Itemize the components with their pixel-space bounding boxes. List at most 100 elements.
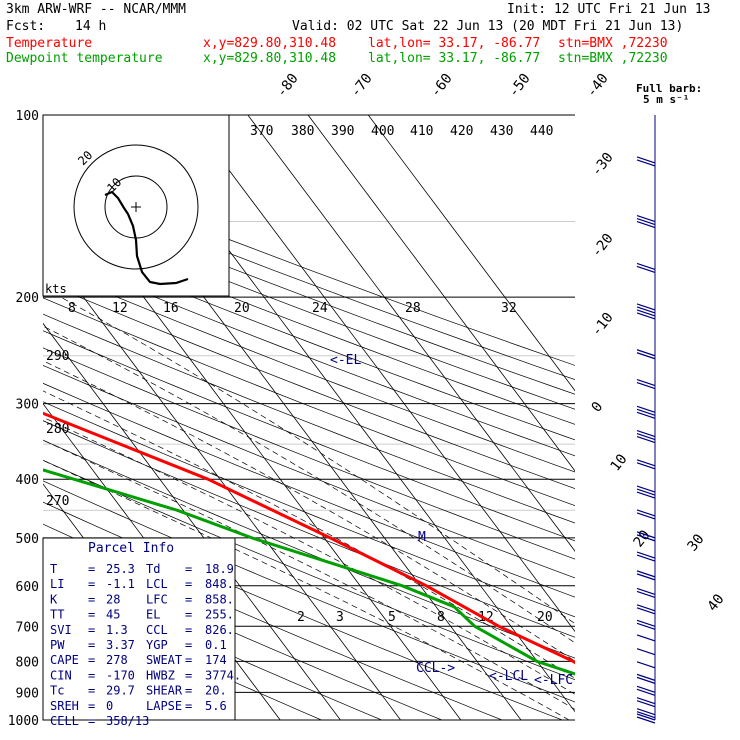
parcel-info-cell: HWBZ <box>146 668 175 682</box>
dry-adiabat <box>43 365 575 579</box>
parcel-info-cell: CCL <box>146 623 168 637</box>
parcel-info-cell: = <box>88 592 95 606</box>
model-title: 3km ARW-WRF -- NCAR/MMM <box>6 2 187 17</box>
isotherm-label: -30 <box>589 150 617 180</box>
parcel-info-cell: 20. <box>205 684 227 698</box>
wind-barb <box>636 531 656 539</box>
parcel-info-cell: = <box>88 608 95 622</box>
wind-barb <box>636 648 656 656</box>
hodograph-axis-label: 12 <box>112 301 128 316</box>
pressure-label: 800 <box>16 655 39 670</box>
isotherm-label: -80 <box>274 71 302 101</box>
dry-adiabat <box>43 569 382 720</box>
pressure-label: 900 <box>16 686 39 701</box>
parcel-info-cell: SVI <box>50 623 72 637</box>
theta-label: 420 <box>450 124 473 139</box>
pressure-label: 200 <box>16 291 39 306</box>
parcel-info-cell: 28 <box>106 592 120 606</box>
parcel-info-cell: = <box>185 668 192 682</box>
parcel-info-cell: = <box>185 684 192 698</box>
dry-adiabat <box>43 313 575 524</box>
wind-barb <box>636 214 656 223</box>
parcel-info-cell: 858. <box>205 592 234 606</box>
isotherm-line <box>43 322 341 720</box>
pressure-label: 600 <box>16 580 39 595</box>
temperature-location: x,y=829.80,310.48 <box>203 36 337 51</box>
parcel-info-cell: = <box>88 653 95 667</box>
parcel-info-cell: LI <box>50 577 64 591</box>
dry-adiabat <box>43 401 575 618</box>
wind-barb <box>636 491 656 499</box>
theta-label-left: 290 <box>46 349 69 364</box>
wind-barb <box>636 551 656 559</box>
hodograph-axis-label: 28 <box>405 301 421 316</box>
wind-barb <box>636 265 656 274</box>
parcel-info-cell: -170 <box>106 668 135 682</box>
moist-adiabat <box>43 416 575 695</box>
parcel-info-cell: = <box>185 699 192 713</box>
hodograph-axis-label: 24 <box>312 301 328 316</box>
wind-barb <box>636 411 656 419</box>
wind-barb <box>636 303 656 311</box>
theta-label: 410 <box>410 124 433 139</box>
parcel-info-cell: = <box>88 577 95 591</box>
wind-barb <box>636 534 656 542</box>
dry-adiabat <box>43 459 575 681</box>
wind-barb <box>636 352 656 360</box>
isotherm-label: 40 <box>705 591 728 614</box>
parcel-info-cell: = <box>185 608 192 622</box>
mixing-ratio-label: 3 <box>336 610 344 625</box>
parcel-info-cell: SREH <box>50 699 79 713</box>
parcel-info-cell: SWEAT <box>146 653 182 667</box>
parcel-info-box: Parcel Info T = 25.3 Td = 18.9 LI = -1.1 LCL = 848.… <box>42 537 241 728</box>
parcel-info-cell: = <box>185 592 192 606</box>
parcel-info-cell: Td <box>146 562 160 576</box>
wind-barb <box>636 408 656 416</box>
theta-label: 390 <box>331 124 354 139</box>
parcel-info-cell: 45 <box>106 608 120 622</box>
parcel-info-cell: TT <box>50 608 64 622</box>
temperature-latlon: lat,lon= 33.17, -86.77 <box>368 36 541 51</box>
parcel-info-cell: = <box>88 668 95 682</box>
parcel-info-cell: 278 <box>106 653 128 667</box>
ccl-annotation: CCL-> <box>416 661 455 676</box>
wind-barb <box>636 159 656 167</box>
pressure-label: 700 <box>16 620 39 635</box>
pressure-label: 400 <box>16 473 39 488</box>
isotherm-line <box>307 115 575 472</box>
parcel-info-cell: = <box>88 684 95 698</box>
parcel-info-cell: 848. <box>205 577 234 591</box>
mixing-ratio-label: 5 <box>388 610 396 625</box>
pressure-label: 300 <box>16 398 39 413</box>
parcel-info-cell: LFC <box>146 592 168 606</box>
temperature-station: stn=BMX ,72230 <box>558 36 668 51</box>
isotherm-label: -50 <box>506 71 534 101</box>
wind-barb <box>636 661 656 669</box>
parcel-info-cell: Tc <box>50 684 64 698</box>
parcel-info-cell: 0.1 <box>205 638 227 652</box>
hodograph-axis-label: 16 <box>163 301 179 316</box>
wind-barb <box>636 711 656 719</box>
isotherm-line <box>367 115 575 392</box>
isotherm-label: -20 <box>589 231 617 261</box>
parcel-info-cell: = <box>185 577 192 591</box>
wind-barb <box>636 378 656 387</box>
wind-barb <box>636 700 656 708</box>
parcel-info-cell: LCL <box>146 577 168 591</box>
theta-label: 380 <box>291 124 314 139</box>
wind-barb <box>636 156 656 164</box>
init-time: Init: 12 UTC Fri 21 Jun 13 <box>507 2 711 17</box>
wind-barb <box>636 462 656 470</box>
parcel-info-cell: LAPSE <box>146 699 182 713</box>
parcel-info-cell: = <box>88 699 95 713</box>
parcel-info-cell: = <box>88 623 95 637</box>
parcel-info-cell: 3.37 <box>106 638 135 652</box>
dry-adiabat <box>43 330 575 542</box>
wind-barb <box>636 432 656 441</box>
dewpoint-latlon: lat,lon= 33.17, -86.77 <box>368 51 541 66</box>
dewpoint-station: stn=BMX ,72230 <box>558 51 668 66</box>
wind-barb <box>636 708 656 716</box>
mixing-ratio-label: 8 <box>437 610 445 625</box>
wind-barb <box>636 713 656 721</box>
